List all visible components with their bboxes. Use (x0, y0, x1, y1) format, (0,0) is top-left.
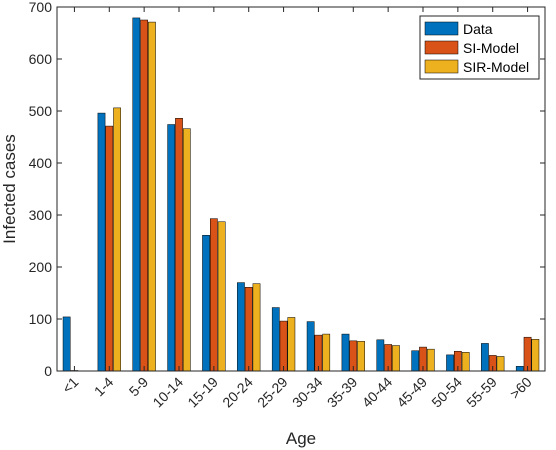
bar-data-0 (62, 316, 71, 372)
bar-si-model-7 (314, 334, 323, 372)
bar-data-10 (411, 350, 420, 372)
bar-data-11 (446, 354, 454, 372)
bar-data-6 (271, 307, 280, 372)
y-tick-label: 400 (29, 155, 53, 171)
bar-sir-model-5 (252, 283, 261, 372)
bar-si-model-6 (279, 320, 288, 372)
legend-swatch (424, 59, 459, 74)
bar-sir-model-1 (113, 107, 121, 372)
y-tick-label: 700 (29, 0, 53, 15)
bar-si-model-13 (523, 336, 532, 372)
bar-sir-model-8 (357, 341, 365, 372)
bar-si-model-3 (175, 118, 183, 372)
bar-data-13 (515, 366, 524, 372)
bar-sir-model-7 (322, 333, 331, 372)
legend: Data SI-Model SIR-Model (419, 15, 540, 80)
y-tick-label: 500 (29, 103, 53, 119)
bar-data-5 (237, 282, 245, 372)
bar-data-7 (306, 321, 315, 372)
legend-swatch (424, 21, 459, 36)
bar-si-model-1 (105, 125, 114, 372)
y-tick-label: 600 (29, 51, 53, 67)
bar-sir-model-6 (287, 317, 296, 372)
y-tick-label: 100 (29, 311, 53, 327)
bar-si-model-4 (210, 218, 218, 372)
bar-sir-model-9 (392, 345, 400, 372)
x-axis-title: Age (286, 429, 316, 448)
y-tick-label: 200 (29, 259, 53, 275)
y-axis-title: Infected cases (0, 134, 19, 244)
bar-si-model-2 (140, 19, 148, 372)
y-tick-label: 0 (44, 363, 52, 379)
legend-swatch (424, 40, 459, 55)
legend-label: SIR-Model (463, 59, 529, 75)
bar-data-1 (97, 112, 106, 372)
bar-data-4 (202, 235, 210, 372)
bar-data-3 (167, 124, 176, 372)
bar-data-9 (376, 339, 385, 372)
bar-sir-model-12 (496, 356, 505, 372)
bar-sir-model-2 (148, 21, 156, 372)
y-axis-ticks: 0 100 200 300 400 500 600 700 (29, 0, 545, 379)
bar-data-12 (481, 343, 489, 372)
axes-box (56, 6, 546, 372)
bar-sir-model-13 (531, 339, 540, 372)
bar-data-2 (132, 17, 141, 372)
legend-label: SI-Model (463, 40, 519, 56)
legend-label: Data (463, 21, 493, 37)
bar-si-model-5 (244, 287, 253, 372)
bar-sir-model-10 (426, 348, 435, 372)
bar-data-8 (341, 333, 350, 372)
y-tick-label: 300 (29, 207, 53, 223)
bar-sir-model-4 (217, 221, 226, 372)
bar-sir-model-11 (461, 352, 470, 372)
bar-sir-model-3 (182, 128, 191, 372)
